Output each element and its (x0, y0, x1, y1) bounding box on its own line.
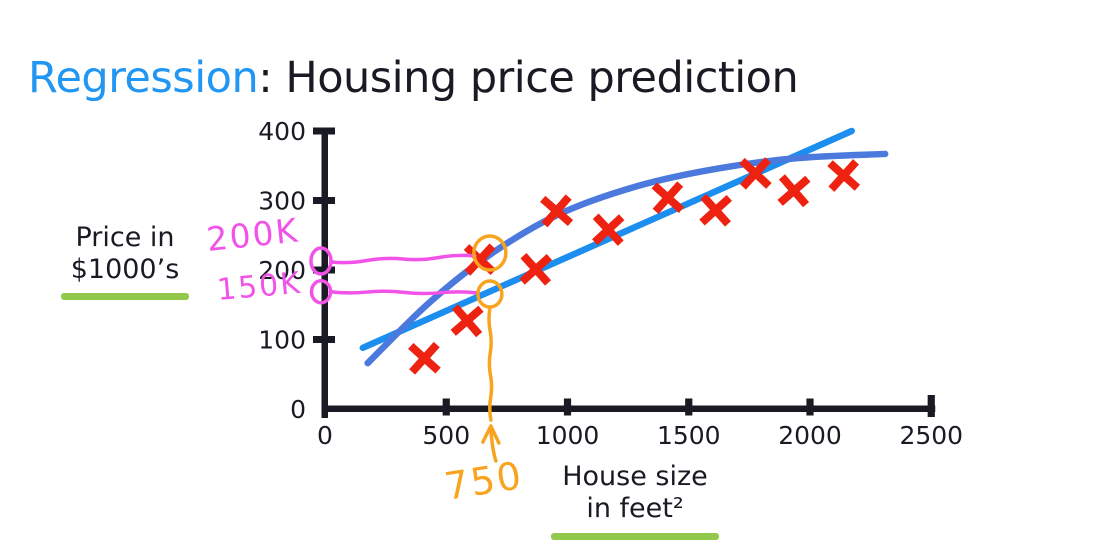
page-title: Regression: Housing price prediction (28, 52, 799, 103)
x-tick-label: 1500 (657, 421, 721, 450)
data-point-x-marker (540, 194, 574, 228)
x-tick (685, 398, 693, 416)
linear-fit-line (359, 127, 855, 352)
x-axis-line (322, 405, 936, 412)
data-point-x-marker (651, 181, 685, 215)
y-tick-label: 400 (258, 117, 306, 146)
data-point-x-marker (408, 341, 441, 375)
y-tick (313, 197, 335, 204)
y-tick-label: 100 (258, 326, 306, 355)
orange-arrow-shaft (489, 426, 498, 463)
y-axis-label: Price in $1000’s (56, 222, 194, 300)
hand-annotations (309, 234, 508, 463)
green-underline (551, 532, 719, 540)
y-tick-label: 0 (290, 395, 306, 424)
data-point-x-marker (739, 157, 772, 190)
title-rest: : Housing price prediction (258, 52, 799, 103)
y-tick (313, 127, 335, 135)
x-tick (563, 398, 572, 416)
y-tick-label: 200 (258, 256, 306, 285)
x-tick-label: 0 (317, 421, 333, 450)
y-axis-label-line2: $1000’s (70, 254, 180, 286)
x-tick-label: 2500 (899, 421, 963, 450)
data-points (408, 157, 861, 375)
x-axis-label-line1: House size (562, 461, 708, 492)
data-point-x-marker (699, 193, 733, 227)
x-tick-label: 500 (422, 421, 470, 450)
annotation-750-label: 750 (442, 453, 526, 509)
data-point-x-marker (463, 243, 497, 276)
curved-fit-line (364, 150, 889, 367)
orange-arrow-head (481, 424, 501, 445)
x-axis-label-line2: in feet² (586, 493, 684, 525)
orange-circle-curve-point (472, 234, 508, 272)
y-tick (313, 266, 335, 274)
x-axis-label: House size in feet² (545, 461, 725, 540)
x-tick-label: 2000 (778, 421, 842, 450)
annotation-200k-label: 200K (205, 210, 301, 258)
data-point-x-marker (592, 213, 625, 246)
tick-labels: 0 100 200 300 400 0 500 1000 1500 2000 2500 (258, 117, 963, 450)
x-tick (442, 398, 450, 416)
data-point-x-marker (450, 304, 484, 338)
data-point-x-marker (827, 159, 861, 192)
x-tick (927, 395, 935, 417)
pink-connector-200 (329, 253, 477, 265)
x-tick-label: 1000 (536, 421, 600, 450)
orange-vertical-line (487, 306, 494, 422)
green-underline (61, 292, 189, 300)
title-accent: Regression (28, 52, 259, 103)
data-point-x-marker (777, 174, 811, 208)
x-tick (806, 398, 814, 416)
pink-connector-150 (328, 289, 480, 296)
y-axis-label-line1: Price in (75, 222, 175, 253)
y-tick-label: 300 (258, 187, 306, 216)
data-point-x-marker (519, 252, 553, 286)
annotation-150k-label: 150K (216, 266, 304, 308)
y-tick (313, 336, 335, 343)
